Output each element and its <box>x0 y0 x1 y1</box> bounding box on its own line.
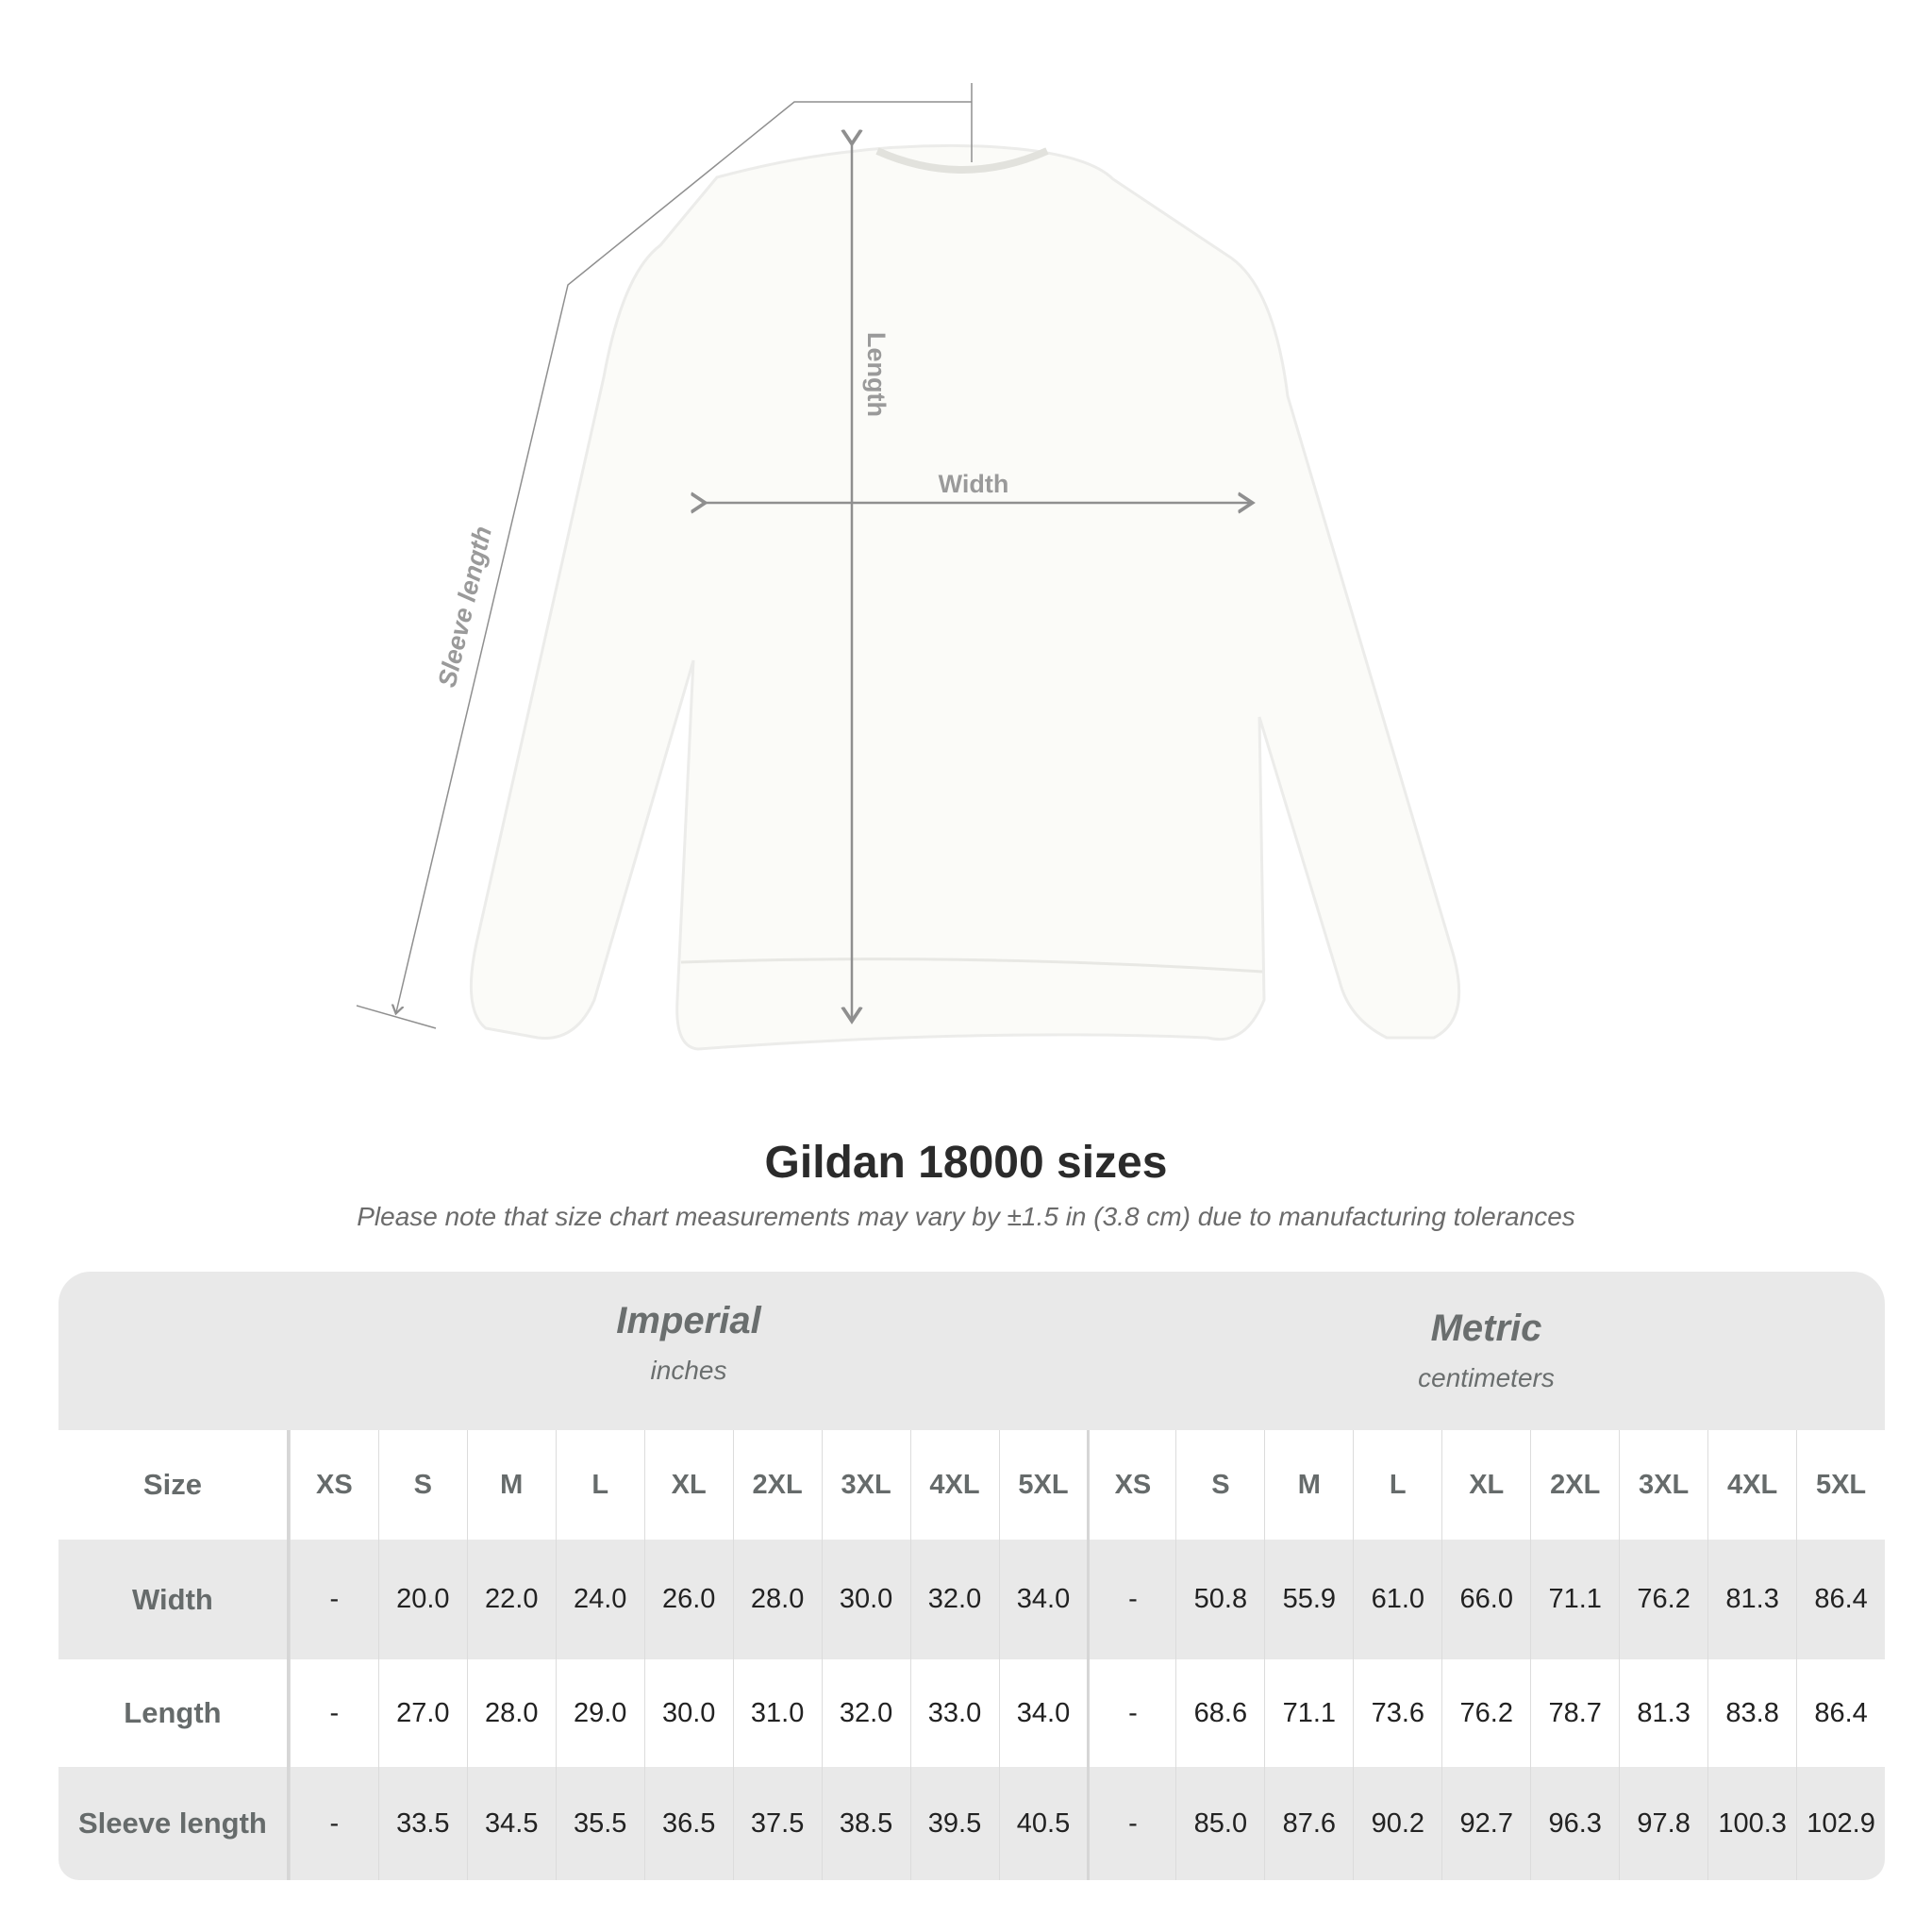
row-label: Length <box>58 1659 290 1767</box>
sleeve-line <box>396 101 972 1012</box>
imperial-size-header: M <box>466 1430 556 1540</box>
imperial-value-cell: 34.5 <box>466 1767 556 1880</box>
tolerance-note: Please note that size chart measurements… <box>357 1202 1575 1231</box>
metric-value-cell: 87.6 <box>1264 1767 1353 1880</box>
imperial-value-cell: 27.0 <box>377 1659 467 1767</box>
metric-value-cell: 97.8 <box>1619 1767 1707 1880</box>
sleeve-length-label: Sleeve length <box>433 524 497 690</box>
imperial-value-cell: 32.0 <box>821 1659 910 1767</box>
metric-group-header: Metric centimeters <box>1088 1307 1885 1393</box>
imperial-value-cell: 37.5 <box>732 1767 822 1880</box>
metric-size-header: S <box>1175 1430 1264 1540</box>
imperial-value-cell: 35.5 <box>555 1767 644 1880</box>
imperial-value-cell: - <box>289 1767 378 1880</box>
imperial-value-cell: 20.0 <box>377 1540 467 1659</box>
metric-value-cell: - <box>1087 1540 1175 1659</box>
metric-size-header: 5XL <box>1796 1430 1885 1540</box>
sweatshirt-diagram: Length Width Sleeve length <box>356 83 1461 1051</box>
imperial-size-header: 3XL <box>821 1430 910 1540</box>
metric-value-cell: - <box>1087 1659 1175 1767</box>
imperial-value-cell: 40.5 <box>998 1767 1088 1880</box>
metric-heading: Metric <box>1430 1307 1542 1349</box>
row-label: Size <box>58 1430 290 1540</box>
metric-value-cell: 76.2 <box>1619 1540 1707 1659</box>
metric-value-cell: - <box>1087 1767 1175 1880</box>
metric-value-cell: 50.8 <box>1175 1540 1264 1659</box>
page-title: Gildan 18000 sizes <box>764 1138 1168 1188</box>
width-label: Width <box>939 470 1009 498</box>
imperial-value-cell: 28.0 <box>732 1540 822 1659</box>
imperial-value-cell: 26.0 <box>643 1540 733 1659</box>
metric-size-header: 4XL <box>1707 1430 1796 1540</box>
metric-value-cell: 68.6 <box>1175 1659 1264 1767</box>
metric-unit: centimeters <box>1418 1363 1555 1392</box>
metric-value-cell: 92.7 <box>1441 1767 1530 1880</box>
imperial-value-cell: 24.0 <box>555 1540 644 1659</box>
table-row: Sleeve length -33.5 34.5 35.5 36.5 37.5 38.5 39… <box>58 1767 1885 1880</box>
metric-value-cell: 102.9 <box>1796 1767 1885 1880</box>
imperial-value-cell: 39.5 <box>909 1767 999 1880</box>
size-table: Imperial inches Metric centimeters Size X… <box>58 1272 1885 1880</box>
sweatshirt-illustration <box>469 143 1461 1051</box>
imperial-size-header: L <box>555 1430 644 1540</box>
imperial-value-cell: 34.0 <box>998 1540 1088 1659</box>
imperial-value-cell: 38.5 <box>821 1767 910 1880</box>
table-row: Width -20.0 22.0 24.0 26.0 28.0 30.0 32.0 34.0-5… <box>58 1540 1885 1659</box>
imperial-heading: Imperial <box>616 1300 761 1341</box>
imperial-value-cell: - <box>289 1659 378 1767</box>
metric-value-cell: 90.2 <box>1353 1767 1441 1880</box>
imperial-size-header: 5XL <box>998 1430 1088 1540</box>
metric-value-cell: 71.1 <box>1264 1659 1353 1767</box>
imperial-value-cell: 33.5 <box>377 1767 467 1880</box>
metric-value-cell: 81.3 <box>1707 1540 1796 1659</box>
imperial-value-cell: 22.0 <box>466 1540 556 1659</box>
metric-value-cell: 71.1 <box>1530 1540 1619 1659</box>
metric-size-header: L <box>1353 1430 1441 1540</box>
metric-value-cell: 85.0 <box>1175 1767 1264 1880</box>
metric-value-cell: 55.9 <box>1264 1540 1353 1659</box>
imperial-unit: inches <box>650 1356 727 1385</box>
imperial-value-cell: 30.0 <box>821 1540 910 1659</box>
imperial-size-header: 4XL <box>909 1430 999 1540</box>
metric-size-header: 2XL <box>1530 1430 1619 1540</box>
metric-value-cell: 81.3 <box>1619 1659 1707 1767</box>
imperial-size-header: XL <box>643 1430 733 1540</box>
metric-size-header: XL <box>1441 1430 1530 1540</box>
imperial-value-cell: 36.5 <box>643 1767 733 1880</box>
metric-value-cell: 86.4 <box>1796 1540 1885 1659</box>
imperial-value-cell: 29.0 <box>555 1659 644 1767</box>
metric-value-cell: 78.7 <box>1530 1659 1619 1767</box>
imperial-value-cell: 28.0 <box>466 1659 556 1767</box>
metric-size-header: M <box>1264 1430 1353 1540</box>
imperial-size-header: 2XL <box>732 1430 822 1540</box>
imperial-value-cell: 30.0 <box>643 1659 733 1767</box>
imperial-value-cell: 32.0 <box>909 1540 999 1659</box>
metric-size-header: XS <box>1087 1430 1175 1540</box>
metric-value-cell: 83.8 <box>1707 1659 1796 1767</box>
metric-value-cell: 96.3 <box>1530 1767 1619 1880</box>
imperial-group-header: Imperial inches <box>290 1300 1088 1386</box>
size-header-row: Size XS S M L XL 2XL 3XL 4XL 5XL XS S M L XL 2XL 3XL 4XL 5… <box>58 1430 1885 1540</box>
metric-value-cell: 73.6 <box>1353 1659 1441 1767</box>
imperial-value-cell: - <box>289 1540 378 1659</box>
metric-size-header: 3XL <box>1619 1430 1707 1540</box>
metric-value-cell: 86.4 <box>1796 1659 1885 1767</box>
metric-value-cell: 100.3 <box>1707 1767 1796 1880</box>
table-row: Length -27.0 28.0 29.0 30.0 31.0 32.0 33.0 34.0-… <box>58 1659 1885 1767</box>
imperial-value-cell: 31.0 <box>732 1659 822 1767</box>
row-label: Sleeve length <box>58 1767 290 1880</box>
metric-value-cell: 66.0 <box>1441 1540 1530 1659</box>
row-label: Width <box>58 1540 290 1659</box>
imperial-value-cell: 34.0 <box>998 1659 1088 1767</box>
imperial-size-header: S <box>377 1430 467 1540</box>
metric-value-cell: 76.2 <box>1441 1659 1530 1767</box>
imperial-size-header: XS <box>289 1430 378 1540</box>
metric-value-cell: 61.0 <box>1353 1540 1441 1659</box>
imperial-value-cell: 33.0 <box>909 1659 999 1767</box>
length-label: Length <box>862 332 891 417</box>
